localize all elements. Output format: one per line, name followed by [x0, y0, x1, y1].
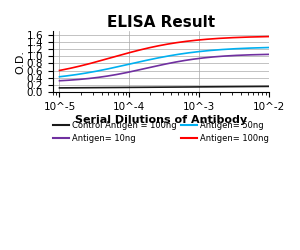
Antigen= 100ng	[115, 55, 119, 58]
Antigen= 100ng	[184, 40, 188, 43]
Control Antigen = 100ng	[58, 86, 61, 90]
Antigen= 10ng	[242, 54, 245, 56]
Antigen= 100ng	[135, 49, 139, 52]
Antigen= 50ng	[58, 75, 61, 78]
Control Antigen = 100ng	[116, 86, 119, 89]
Antigen= 10ng	[267, 53, 271, 56]
Antigen= 10ng	[199, 57, 202, 60]
Legend: Control Antigen = 100ng, Antigen= 10ng, Antigen= 50ng, Antigen= 100ng: Control Antigen = 100ng, Antigen= 10ng, …	[50, 118, 272, 146]
Antigen= 50ng	[115, 66, 119, 68]
Antigen= 10ng	[184, 59, 188, 62]
Antigen= 100ng	[242, 36, 245, 39]
Antigen= 100ng	[116, 54, 119, 57]
Y-axis label: O.D.: O.D.	[15, 50, 25, 74]
Antigen= 50ng	[199, 50, 202, 53]
Antigen= 50ng	[135, 61, 139, 64]
Antigen= 100ng	[199, 38, 202, 41]
Control Antigen = 100ng	[115, 86, 119, 89]
Antigen= 50ng	[267, 46, 271, 49]
Control Antigen = 100ng	[135, 86, 139, 89]
Line: Antigen= 10ng: Antigen= 10ng	[59, 54, 269, 81]
Antigen= 50ng	[242, 47, 245, 50]
Antigen= 10ng	[135, 69, 139, 72]
Antigen= 10ng	[115, 73, 119, 76]
Antigen= 100ng	[267, 35, 271, 38]
Antigen= 100ng	[58, 69, 61, 72]
Antigen= 50ng	[116, 65, 119, 68]
Title: ELISA Result: ELISA Result	[107, 15, 215, 30]
Control Antigen = 100ng	[267, 85, 271, 88]
Line: Antigen= 100ng: Antigen= 100ng	[59, 36, 269, 70]
Control Antigen = 100ng	[199, 86, 202, 88]
Antigen= 50ng	[184, 52, 188, 55]
X-axis label: Serial Dilutions of Antibody: Serial Dilutions of Antibody	[75, 114, 247, 124]
Line: Control Antigen = 100ng: Control Antigen = 100ng	[59, 86, 269, 88]
Control Antigen = 100ng	[242, 85, 245, 88]
Control Antigen = 100ng	[184, 86, 188, 88]
Antigen= 10ng	[58, 79, 61, 82]
Antigen= 10ng	[116, 73, 119, 76]
Line: Antigen= 50ng: Antigen= 50ng	[59, 48, 269, 77]
